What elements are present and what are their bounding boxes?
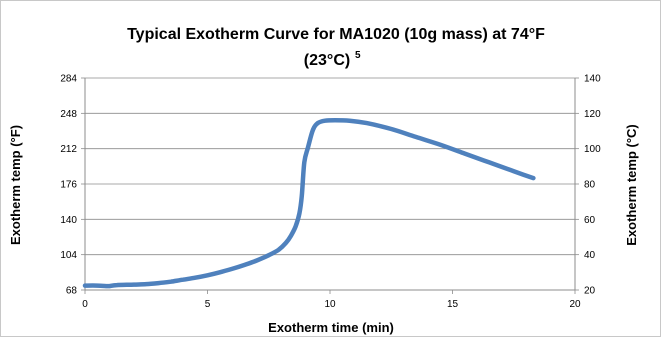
y2-tick-label-80: 80 [584,180,596,191]
tick-labels: 68 20 104 40 140 60 176 80 212 100 248 120 284 140 0 5 1… [60,74,601,311]
y-tick-label-140: 140 [60,215,77,226]
x-tick-label-0: 0 [82,299,88,310]
y-tick-label-68: 68 [66,286,78,297]
y2-tick-label-20: 20 [584,286,596,297]
y-tick-label-176: 176 [60,180,77,191]
axes [81,77,579,294]
x-tick-label-15: 15 [447,299,459,310]
y-tick-label-212: 212 [60,144,77,155]
y2-tick-label-140: 140 [584,74,601,85]
x-tick-label-5: 5 [205,299,211,310]
chart-title-line-2: (23°C) [304,52,350,69]
y2-tick-label-40: 40 [584,250,596,261]
chart-title-line-1: Typical Exotherm Curve for MA1020 (10g m… [127,26,545,43]
x-axis-title: Exotherm time (min) [268,320,394,335]
chart-title-superscript: 5 [355,50,361,61]
x-tick-label-20: 20 [569,299,581,310]
y2-tick-label-100: 100 [584,144,601,155]
series-line-0 [82,117,536,289]
series-layer [82,117,536,289]
y-axis-title-right: Exotherm temp (°C) [624,124,639,246]
y2-tick-label-120: 120 [584,109,601,120]
y-axis-title-left: Exotherm temp (°F) [8,125,23,245]
y-tick-label-104: 104 [60,250,77,261]
y-tick-label-284: 284 [60,74,77,85]
gridlines [85,77,575,291]
y-tick-label-248: 248 [60,109,77,120]
y2-tick-label-60: 60 [584,215,596,226]
x-tick-label-10: 10 [324,299,336,310]
